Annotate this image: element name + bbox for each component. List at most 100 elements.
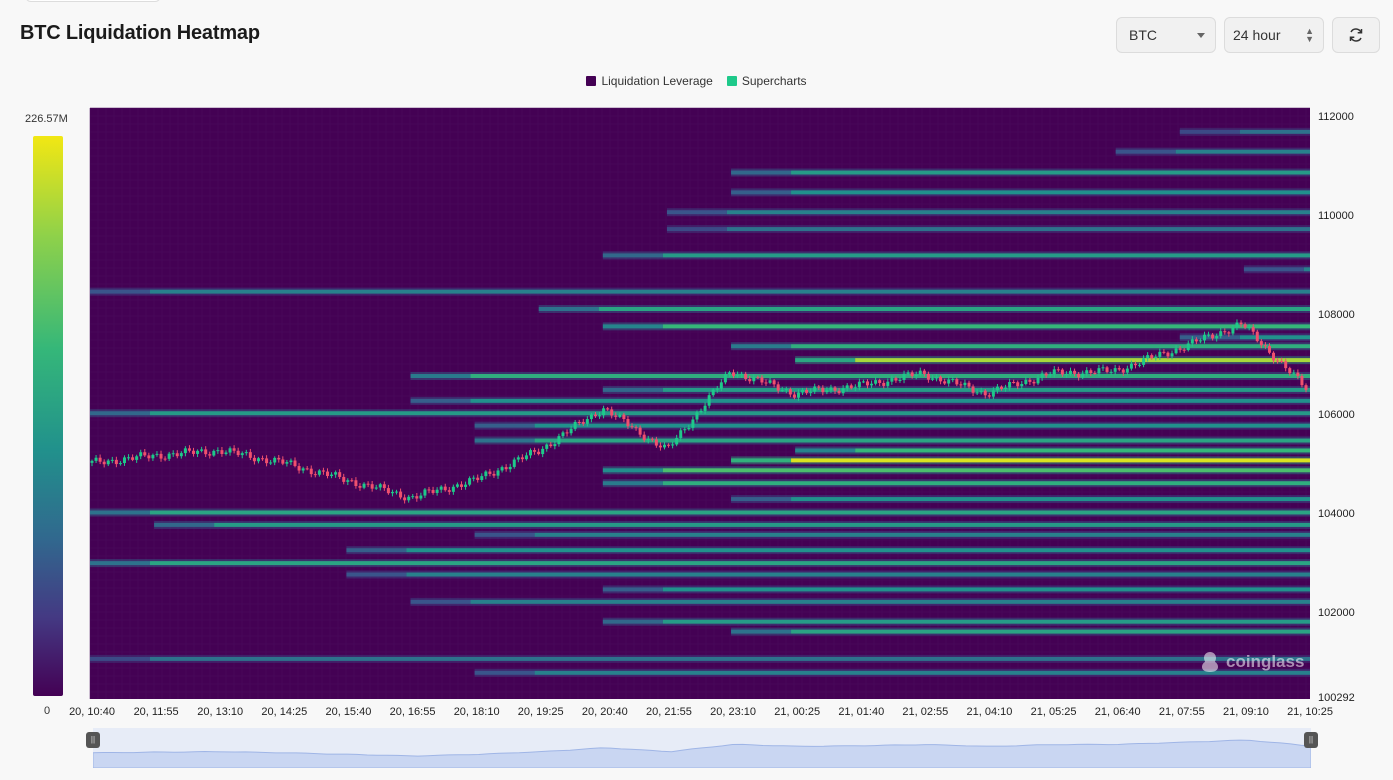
candle-body xyxy=(1276,360,1280,362)
x-tick-label: 21, 09:10 xyxy=(1222,706,1269,718)
candle-body xyxy=(736,374,740,376)
liquidation-band-edge xyxy=(474,423,535,428)
candle-body xyxy=(1085,370,1089,374)
liquidation-band xyxy=(662,324,1310,329)
candle-body xyxy=(878,380,882,383)
liquidation-band-edge xyxy=(1179,129,1240,134)
candle-body xyxy=(1235,322,1239,328)
candle-body xyxy=(370,484,374,489)
candle-body xyxy=(1109,371,1113,373)
refresh-button[interactable] xyxy=(1332,17,1380,53)
coinglass-logo-icon xyxy=(1202,652,1218,672)
candle-body xyxy=(740,373,744,375)
liquidation-band xyxy=(791,629,1310,634)
candle-body xyxy=(1292,372,1296,374)
candle-body xyxy=(675,438,679,445)
candle-body xyxy=(1267,346,1271,353)
liquidation-band xyxy=(791,190,1310,195)
candle-body xyxy=(1040,373,1044,378)
candle-body xyxy=(248,452,252,458)
candle-body xyxy=(1121,369,1125,373)
liquidation-band-edge xyxy=(666,227,727,232)
legend-label: Supercharts xyxy=(741,74,807,88)
candle-body xyxy=(882,382,886,386)
legend-item-supercharts[interactable]: Supercharts xyxy=(726,74,807,88)
candle-body xyxy=(959,384,963,386)
candle-body xyxy=(256,458,260,462)
candle-body xyxy=(1255,331,1259,342)
candle-body xyxy=(395,491,399,493)
candle-body xyxy=(748,379,752,382)
candle-body xyxy=(951,379,955,381)
navigator-right-handle[interactable]: || xyxy=(1304,732,1318,748)
candle-body xyxy=(297,466,301,471)
candle-body xyxy=(1073,370,1077,374)
candle-body xyxy=(455,484,459,487)
candle-body xyxy=(983,390,987,396)
candle-body xyxy=(1296,372,1300,377)
legend-item-liquidation-leverage[interactable]: Liquidation Leverage xyxy=(586,74,713,88)
liquidation-band-edge xyxy=(1115,149,1176,154)
candle-body xyxy=(273,457,277,463)
candle-body xyxy=(403,497,407,501)
candle-body xyxy=(378,484,382,488)
candle-body xyxy=(784,389,788,391)
liquidation-band-edge xyxy=(410,599,471,604)
candle-body xyxy=(468,478,472,485)
candle-body xyxy=(589,414,593,420)
candle-body xyxy=(553,444,557,447)
candle-body xyxy=(325,471,329,477)
candle-body xyxy=(699,410,703,413)
candle-body xyxy=(330,474,334,477)
liquidation-band xyxy=(598,307,1310,312)
navigator-left-handle[interactable]: || xyxy=(86,732,100,748)
candle-body xyxy=(220,450,224,454)
candle-body xyxy=(374,487,378,489)
liquidation-band-edge xyxy=(90,289,150,294)
range-navigator[interactable] xyxy=(92,728,1312,769)
candle-body xyxy=(293,460,297,467)
liquidation-band xyxy=(726,210,1310,215)
candle-body xyxy=(1008,381,1012,388)
candle-body xyxy=(342,476,346,482)
candle-body xyxy=(809,391,813,393)
candle-body xyxy=(98,457,102,462)
candle-body xyxy=(1207,334,1211,336)
candle-body xyxy=(1300,376,1304,386)
candle-body xyxy=(155,453,159,455)
liquidation-band xyxy=(150,561,1310,566)
candle-body xyxy=(187,448,191,451)
liquidation-band xyxy=(662,387,1310,392)
candle-body xyxy=(598,415,602,417)
liquidation-band xyxy=(791,344,1310,349)
candle-body xyxy=(585,419,589,424)
candle-body xyxy=(1138,364,1142,366)
liquidation-levels xyxy=(90,127,1311,677)
legend-label: Liquidation Leverage xyxy=(601,74,713,88)
symbol-select[interactable]: BTC xyxy=(1116,17,1216,53)
liquidation-band-edge xyxy=(90,656,150,661)
liquidation-band xyxy=(1239,335,1310,340)
candle-body xyxy=(662,444,666,448)
candle-body xyxy=(459,484,463,487)
candle-body xyxy=(435,489,439,493)
candle-body xyxy=(1304,385,1308,390)
candle-body xyxy=(654,439,658,446)
x-tick-label: 20, 14:25 xyxy=(261,706,308,718)
range-select[interactable]: 24 hour ▲ ▼ xyxy=(1224,17,1324,53)
candle-body xyxy=(1239,322,1243,325)
y-tick-label: 110000 xyxy=(1318,210,1354,223)
liquidation-band xyxy=(662,481,1310,486)
price-candles xyxy=(90,319,1308,504)
liquidation-band xyxy=(470,398,1310,403)
candle-body xyxy=(289,460,293,463)
candle-body xyxy=(439,486,443,490)
candle-body xyxy=(334,472,338,475)
liquidation-band-edge xyxy=(346,548,407,553)
candle-body xyxy=(1284,361,1288,369)
candle-body xyxy=(1056,369,1060,371)
candle-body xyxy=(277,457,281,460)
legend-swatch xyxy=(586,76,597,86)
candle-body xyxy=(963,382,967,386)
